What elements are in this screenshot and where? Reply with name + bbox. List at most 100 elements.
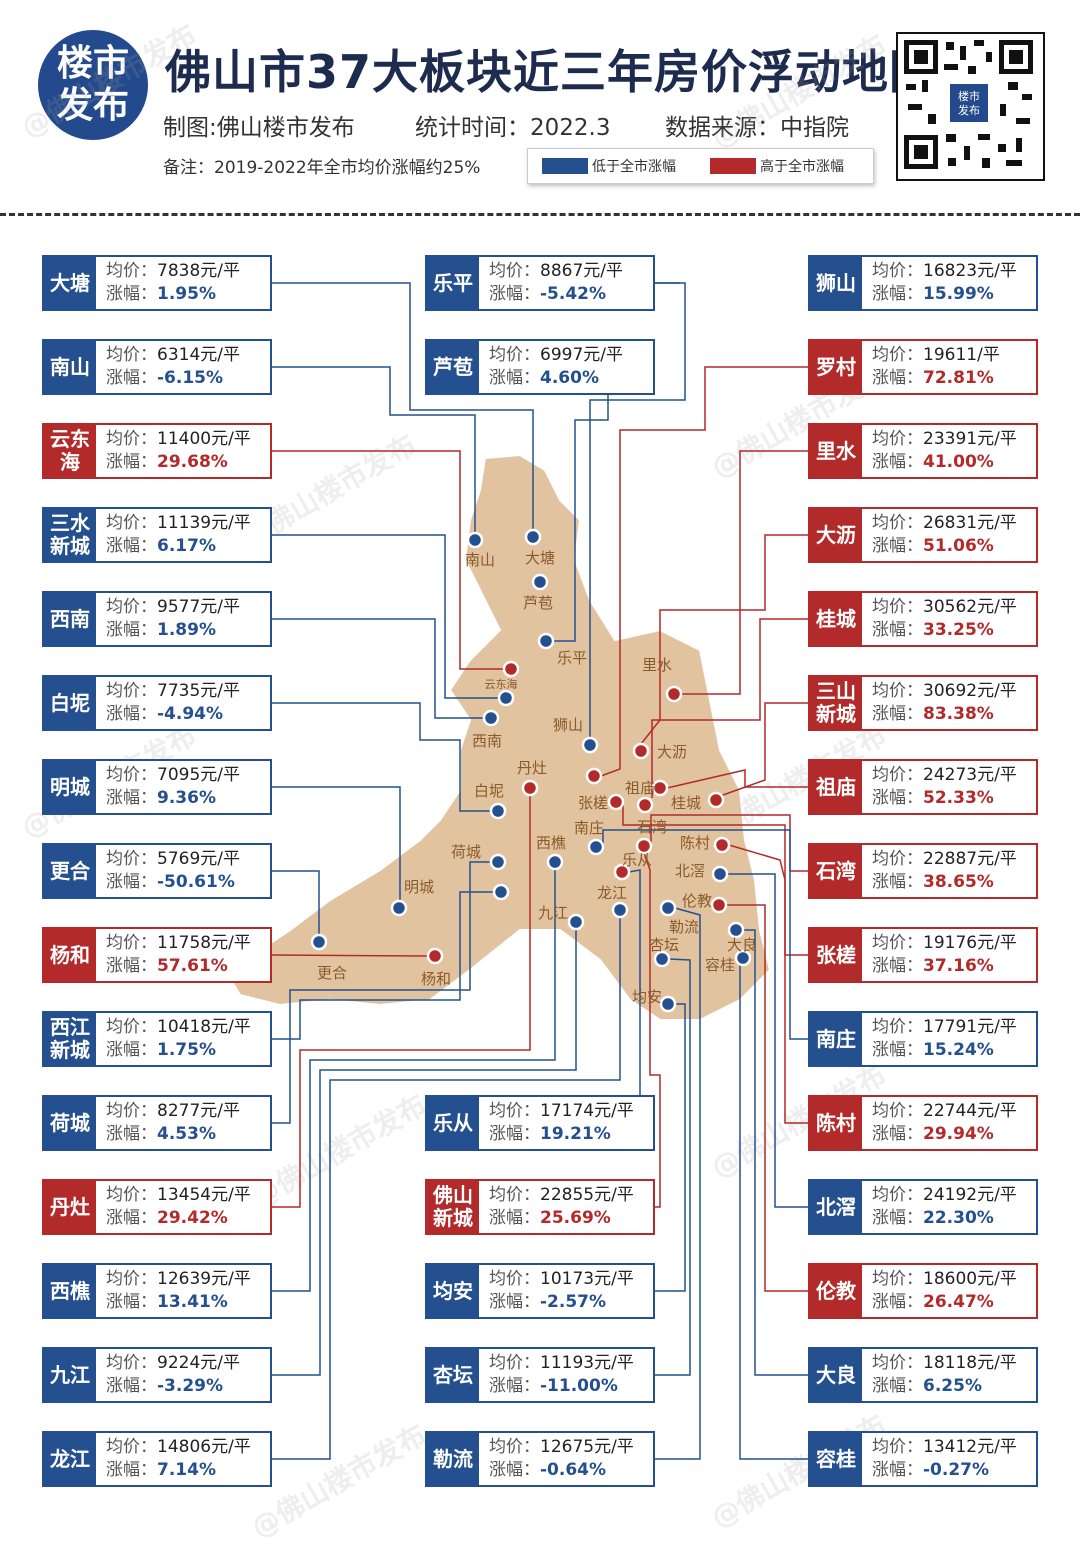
- connector-line: [272, 702, 491, 812]
- card-values: 均价：16823元/平 涨幅：15.99%: [862, 257, 1017, 309]
- map-dot: [607, 793, 625, 811]
- qr-pattern: 楼市 发布: [904, 40, 1033, 169]
- district-name: 祖庙: [810, 761, 862, 813]
- price-label: 均价：: [489, 1437, 540, 1457]
- price-card: 大良 均价：18118元/平 涨幅：6.25%: [808, 1347, 1038, 1403]
- map-label: 白坭: [474, 782, 504, 800]
- price-value: 30562元/平: [923, 597, 1017, 617]
- district-name: 狮山: [810, 257, 862, 309]
- map-label: 云东海: [485, 677, 518, 691]
- map-label: 陈村: [680, 834, 710, 852]
- connector-line: [666, 769, 808, 789]
- page-title: 佛山市37大板块近三年房价浮动地图: [165, 45, 937, 99]
- price-value: 7095元/平: [157, 765, 240, 785]
- price-value: 11139元/平: [157, 513, 251, 533]
- card-values: 均价：22855元/平 涨幅：25.69%: [479, 1181, 634, 1233]
- price-label: 均价：: [106, 1185, 157, 1205]
- change-value: 15.24%: [923, 1040, 994, 1060]
- map-label: 大良: [727, 936, 757, 954]
- change-value: 26.47%: [923, 1292, 994, 1312]
- district-name: 南庄: [810, 1013, 862, 1065]
- change-value: 9.36%: [157, 788, 216, 808]
- price-label: 均价：: [106, 933, 157, 953]
- change-value: 57.61%: [157, 956, 228, 976]
- change-label: 涨幅：: [489, 1208, 540, 1228]
- district-name: 伦教: [810, 1265, 862, 1317]
- change-label: 涨幅：: [872, 620, 923, 640]
- card-values: 均价：11139元/平 涨幅：6.17%: [96, 509, 251, 561]
- connector-line: [655, 958, 691, 1376]
- card-values: 均价：18118元/平 涨幅：6.25%: [862, 1349, 1017, 1401]
- price-label: 均价：: [489, 1185, 540, 1205]
- price-value: 24273元/平: [923, 765, 1017, 785]
- price-value: 22855元/平: [540, 1185, 634, 1205]
- district-name: 乐平: [427, 257, 479, 309]
- price-label: 均价：: [106, 429, 157, 449]
- price-card: 更合 均价：5769元/平 涨幅：-50.61%: [42, 843, 272, 899]
- change-value: -4.94%: [157, 704, 224, 724]
- district-name: 北滘: [810, 1181, 862, 1233]
- price-card: 荷城 均价：8277元/平 涨幅：4.53%: [42, 1095, 272, 1151]
- map-label: 更合: [317, 964, 347, 982]
- change-value: 29.42%: [157, 1208, 228, 1228]
- connector-line: [272, 795, 531, 1208]
- change-value: 1.95%: [157, 284, 216, 304]
- change-value: -6.15%: [157, 368, 224, 388]
- foshan-land: [226, 453, 772, 1021]
- qr-code[interactable]: 楼市 发布: [896, 32, 1045, 181]
- change-label: 涨幅：: [106, 536, 157, 556]
- change-value: -2.57%: [540, 1292, 607, 1312]
- price-card: 陈村 均价：22744元/平 涨幅：29.94%: [808, 1095, 1038, 1151]
- change-value: -50.61%: [157, 872, 235, 892]
- district-name: 乐从: [427, 1097, 479, 1149]
- connector-line: [272, 869, 556, 1292]
- change-label: 涨幅：: [106, 368, 157, 388]
- map-dot: [524, 528, 542, 546]
- price-label: 均价：: [872, 1017, 923, 1037]
- map-dot: [489, 802, 507, 820]
- card-values: 均价：22744元/平 涨幅：29.94%: [862, 1097, 1017, 1149]
- card-values: 均价：11400元/平 涨幅：29.68%: [96, 425, 251, 477]
- price-value: 11758元/平: [157, 933, 251, 953]
- change-label: 涨幅：: [489, 284, 540, 304]
- price-card: 三山 新城 均价：30692元/平 涨幅：83.38%: [808, 675, 1038, 731]
- change-label: 涨幅：: [106, 1460, 157, 1480]
- card-values: 均价：19611/平 涨幅：72.81%: [862, 341, 1000, 393]
- connector-line: [726, 904, 808, 1292]
- connector-line: [708, 702, 808, 801]
- price-value: 12639元/平: [157, 1269, 251, 1289]
- connector-line: [272, 282, 534, 530]
- map-dot: [521, 779, 539, 797]
- map-dot: [585, 767, 603, 785]
- map-dot: [635, 837, 653, 855]
- price-label: 均价：: [872, 1101, 923, 1121]
- map-dot: [713, 836, 731, 854]
- connector-line: [739, 957, 808, 1460]
- map-dot: [492, 883, 510, 901]
- price-card: 南山 均价：6314元/平 涨幅：-6.15%: [42, 339, 272, 395]
- legend-high-swatch: [710, 158, 756, 174]
- card-values: 均价：30562元/平 涨幅：33.25%: [862, 593, 1017, 645]
- price-label: 均价：: [872, 933, 923, 953]
- connector-line: [272, 450, 504, 670]
- district-name: 南山: [44, 341, 96, 393]
- change-label: 涨幅：: [872, 1208, 923, 1228]
- district-name: 大良: [810, 1349, 862, 1401]
- change-value: 41.00%: [923, 452, 994, 472]
- price-card: 勒流 均价：12675元/平 涨幅：-0.64%: [425, 1431, 655, 1487]
- map-dot: [727, 921, 745, 939]
- price-card: 容桂 均价：13412元/平 涨幅：-0.27%: [808, 1431, 1038, 1487]
- card-values: 均价：26831元/平 涨幅：51.06%: [862, 509, 1017, 561]
- change-value: 1.75%: [157, 1040, 216, 1060]
- map-label: 南庄: [574, 819, 604, 837]
- price-card: 杏坛 均价：11193元/平 涨幅：-11.00%: [425, 1347, 655, 1403]
- district-name: 三水 新城: [44, 509, 96, 561]
- change-value: 15.99%: [923, 284, 994, 304]
- map-label: 勒流: [669, 918, 699, 936]
- price-value: 11400元/平: [157, 429, 251, 449]
- change-label: 涨幅：: [106, 956, 157, 976]
- connector-line: [272, 618, 484, 719]
- price-label: 均价：: [106, 681, 157, 701]
- change-label: 涨幅：: [872, 368, 923, 388]
